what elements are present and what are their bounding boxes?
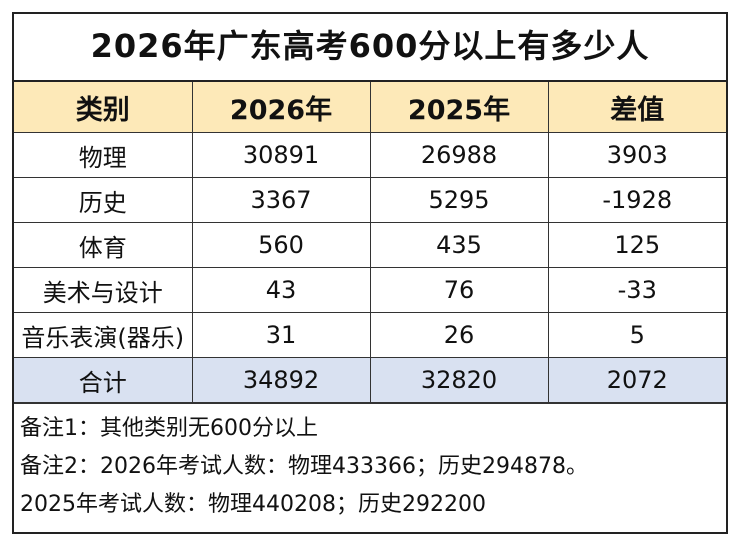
cell-category: 音乐表演(器乐) (14, 312, 193, 358)
cell-2026: 43 (191, 267, 371, 313)
total-label: 合计 (14, 357, 193, 403)
cell-difference: 3903 (547, 132, 726, 178)
score-table: 类别 2026年 2025年 差值 物理 30891 26988 3903 历史… (14, 82, 726, 403)
table-header-row: 类别 2026年 2025年 差值 (14, 82, 726, 133)
header-category: 类别 (14, 82, 193, 133)
cell-category: 物理 (14, 132, 193, 178)
cell-2025: 26988 (369, 132, 549, 178)
cell-category: 美术与设计 (14, 267, 193, 313)
cell-difference: -1928 (547, 177, 726, 223)
total-2026: 34892 (191, 357, 371, 403)
table-row: 历史 3367 5295 -1928 (14, 177, 726, 223)
table-title: 2026年广东高考600分以上有多少人 (14, 14, 726, 82)
note-2: 备注2：2026年考试人数：物理433366；历史294878。 (20, 454, 588, 479)
cell-2026: 3367 (191, 177, 371, 223)
total-2025: 32820 (369, 357, 549, 403)
cell-2025: 76 (369, 267, 549, 313)
table-row: 物理 30891 26988 3903 (14, 132, 726, 178)
header-2026: 2026年 (191, 82, 371, 133)
cell-2026: 31 (191, 312, 371, 358)
note-3: 2025年考试人数：物理440208；历史292200 (20, 492, 486, 517)
cell-difference: 5 (547, 312, 726, 358)
total-difference: 2072 (547, 357, 726, 403)
header-difference: 差值 (547, 82, 726, 133)
notes-section: 备注1：其他类别无600分以上 备注2：2026年考试人数：物理433366；历… (14, 403, 726, 524)
cell-category: 体育 (14, 222, 193, 268)
table-row: 体育 560 435 125 (14, 222, 726, 268)
note-1: 备注1：其他类别无600分以上 (20, 416, 318, 441)
cell-difference: -33 (547, 267, 726, 313)
total-row: 合计 34892 32820 2072 (14, 357, 726, 403)
table-row: 音乐表演(器乐) 31 26 5 (14, 312, 726, 358)
cell-2025: 5295 (369, 177, 549, 223)
cell-2026: 30891 (191, 132, 371, 178)
cell-2025: 26 (369, 312, 549, 358)
cell-category: 历史 (14, 177, 193, 223)
header-2025: 2025年 (369, 82, 549, 133)
score-table-card: 2026年广东高考600分以上有多少人 类别 2026年 2025年 差值 物理… (12, 12, 728, 534)
cell-2026: 560 (191, 222, 371, 268)
table-row: 美术与设计 43 76 -33 (14, 267, 726, 313)
cell-difference: 125 (547, 222, 726, 268)
cell-2025: 435 (369, 222, 549, 268)
